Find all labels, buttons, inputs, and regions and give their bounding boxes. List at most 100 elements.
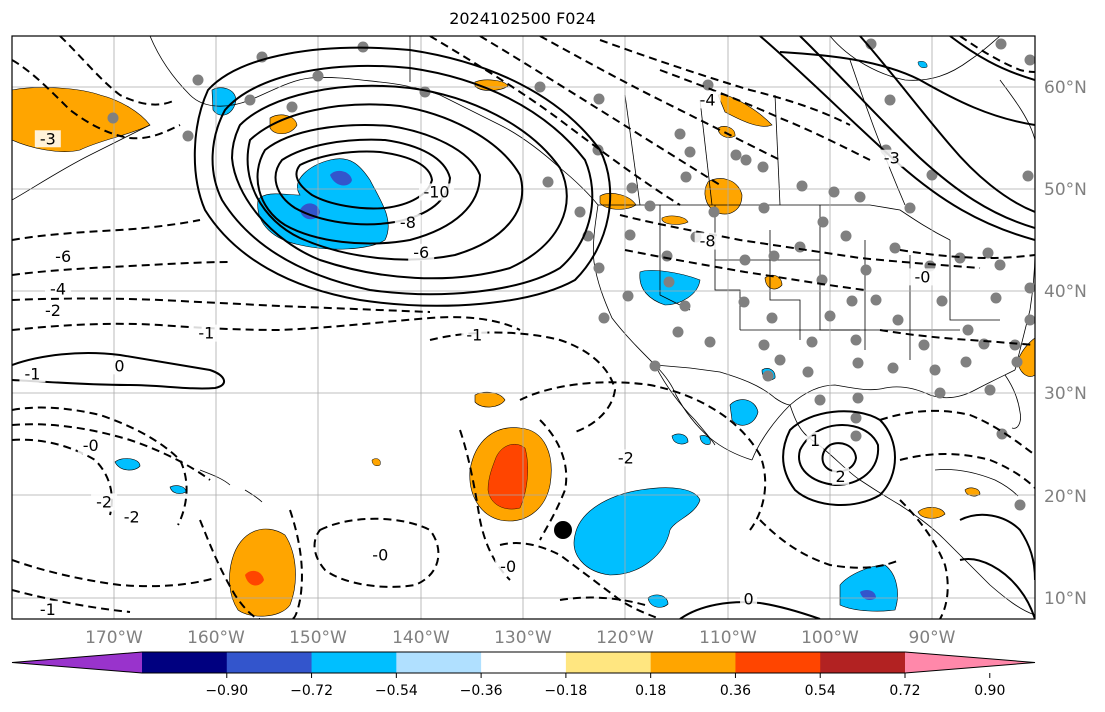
contour-low-4 xyxy=(230,84,568,280)
contour-label: 2 xyxy=(836,467,846,486)
dash-west-2 xyxy=(12,406,188,526)
shade-darkblue-cam xyxy=(860,590,876,600)
colorbar-segment xyxy=(396,652,482,673)
contour-label-bg xyxy=(909,268,936,286)
canada-prov-2 xyxy=(624,94,641,206)
contour-label-bg xyxy=(806,432,824,450)
contour-label: 1 xyxy=(810,431,820,450)
colorbar-segment xyxy=(142,652,228,673)
contour-label: 0 xyxy=(114,356,124,375)
colorbar-segment xyxy=(226,652,313,673)
dash-canada-4 xyxy=(599,39,851,126)
contour-label-bg xyxy=(394,214,421,232)
contour-south-right xyxy=(959,513,1035,619)
dash-bottom-mx xyxy=(759,519,901,569)
colorbar-tick-label: 0.72 xyxy=(889,683,920,699)
contour-low-2 xyxy=(193,46,612,307)
colorbar-segment xyxy=(650,652,736,673)
dash-us-2 xyxy=(624,249,866,291)
dash-canada-3 xyxy=(539,36,781,161)
contour-label-bg xyxy=(91,493,118,511)
contour-low-8 xyxy=(274,138,452,226)
lon-label-100w: 100°W xyxy=(801,628,859,648)
dash-south-loop xyxy=(313,517,440,588)
lon-label-160w: 160°W xyxy=(187,628,245,648)
us-canada-border xyxy=(598,204,951,241)
shade-orange-se xyxy=(1017,337,1035,377)
dash-canada-2 xyxy=(479,36,721,186)
shade-blue-hawaii xyxy=(114,458,141,471)
shade-blue-mexico xyxy=(729,399,759,426)
labrador xyxy=(999,79,1035,141)
contour-label-bg xyxy=(878,149,905,167)
dash-neg4-west xyxy=(12,261,231,276)
contour-label-bg xyxy=(694,232,721,250)
lat-label-50: 50°N xyxy=(1044,180,1087,200)
shade-darkblue-2 xyxy=(300,203,320,220)
contour-label-bg xyxy=(612,449,639,467)
contour-label: -4 xyxy=(700,90,716,109)
colorbar-segment xyxy=(735,652,821,673)
contour-high-0 xyxy=(782,410,896,506)
contour-zero-bottom xyxy=(679,601,821,619)
shade-blue-small-mx2 xyxy=(699,435,711,445)
contour-zero-west xyxy=(12,352,225,390)
contour-label-bg xyxy=(34,130,61,148)
shade-orange-id xyxy=(661,215,689,225)
canada-prov-3 xyxy=(699,99,713,206)
lon-label-150w: 150°W xyxy=(289,628,347,648)
map-frame xyxy=(11,35,1036,620)
dash-neg1-north xyxy=(59,36,176,106)
dash-epac-0 xyxy=(499,542,661,619)
contour-label: -6 xyxy=(55,247,71,266)
contour-label: -0 xyxy=(500,557,516,576)
contour-label: -2 xyxy=(45,301,61,320)
contour-label-bg xyxy=(694,91,721,109)
shade-orange-carib2 xyxy=(964,487,981,497)
storm-center-marker xyxy=(554,521,572,539)
contour-label-bg xyxy=(740,590,758,608)
contour-label: -3 xyxy=(884,149,900,168)
dash-sw-2 xyxy=(12,589,131,613)
contour-label: -0 xyxy=(914,267,930,286)
dash-west-0 xyxy=(12,423,211,481)
dash-ne xyxy=(959,36,1035,73)
shaded-anomaly-regions xyxy=(12,60,1035,617)
shade-blue-nw-canada xyxy=(917,60,928,69)
canada-prov-4 xyxy=(774,94,781,206)
contour-label: -8 xyxy=(700,232,716,251)
dash-pacific-c xyxy=(459,429,511,581)
shade-orange-carib xyxy=(917,507,946,519)
colorbar-tick-label: 0.36 xyxy=(720,683,751,699)
colorbar-segment xyxy=(311,652,397,673)
colorbar-tick-label: −0.90 xyxy=(205,683,248,699)
colorbar-extend-low xyxy=(12,652,142,673)
dash-east-0 xyxy=(899,249,1035,260)
lat-label-40: 40°N xyxy=(1044,282,1087,302)
latitude-labels: 10°N 20°N 30°N 40°N 50°N 60°N xyxy=(1044,78,1087,609)
dashed-contours xyxy=(12,36,1035,619)
colorbar-tick-label: −0.18 xyxy=(544,683,587,699)
lon-label-120w: 120°W xyxy=(596,628,654,648)
dash-us-1 xyxy=(619,214,981,269)
shade-blue-small-mx xyxy=(671,433,689,445)
colorbar: −0.90 −0.72 −0.54 −0.36 −0.18 0.18 0.36 0.54 0.7… xyxy=(11,651,1036,699)
colorbar-extend-high xyxy=(905,652,1035,673)
contour-label: -6 xyxy=(413,243,429,262)
state-line-3 xyxy=(769,230,801,340)
contour-label-bg xyxy=(193,324,220,342)
contour-label-bg xyxy=(461,326,488,344)
baja xyxy=(654,364,716,446)
shade-blue-sw-us xyxy=(639,270,701,306)
dash-neg3-north xyxy=(12,59,181,140)
shade-red-pacific xyxy=(487,444,528,510)
contour-label-bg xyxy=(118,508,145,526)
contour-label: -2 xyxy=(96,492,112,511)
lon-label-110w: 110°W xyxy=(699,628,757,648)
dash-canada-5 xyxy=(659,69,871,161)
contour-label-bg xyxy=(45,280,72,298)
lat-label-10: 10°N xyxy=(1044,589,1087,609)
contour-label: -4 xyxy=(50,280,66,299)
longitude-labels: 170°W 160°W 150°W 140°W 130°W 120°W 110°… xyxy=(85,628,956,648)
contour-east-2b xyxy=(779,51,1035,126)
